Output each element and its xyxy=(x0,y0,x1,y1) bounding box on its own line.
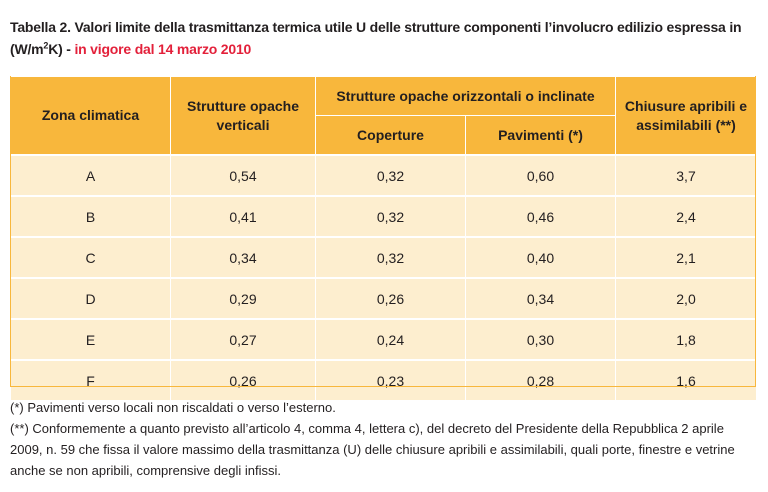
cell-pavimenti: 0,46 xyxy=(465,195,616,238)
cell-verticali: 0,54 xyxy=(170,154,316,197)
caption-validity-date: in vigore dal 14 marzo 2010 xyxy=(74,41,252,57)
cell-zona: F xyxy=(10,359,171,401)
table-row: A 0,54 0,32 0,60 3,7 xyxy=(10,154,757,197)
cell-coperture: 0,32 xyxy=(315,236,466,279)
cell-chiusure: 2,4 xyxy=(615,195,757,238)
cell-coperture: 0,24 xyxy=(315,318,466,361)
cell-coperture: 0,32 xyxy=(315,195,466,238)
header-strutture-orizzontali: Strutture opache orizzontali o inclinate xyxy=(315,76,616,116)
footnotes: (*) Pavimenti verso locali non riscaldat… xyxy=(10,397,756,481)
table-row: B 0,41 0,32 0,46 2,4 xyxy=(10,195,757,238)
cell-verticali: 0,27 xyxy=(170,318,316,361)
cell-zona: C xyxy=(10,236,171,279)
footnote-pavimenti: (*) Pavimenti verso locali non riscaldat… xyxy=(10,400,336,415)
caption-unit-superscript: 2 xyxy=(43,40,49,51)
cell-pavimenti: 0,30 xyxy=(465,318,616,361)
cell-chiusure: 3,7 xyxy=(615,154,757,197)
cell-verticali: 0,29 xyxy=(170,277,316,320)
cell-pavimenti: 0,40 xyxy=(465,236,616,279)
table-header: Zona climatica Strutture opache vertical… xyxy=(10,76,757,156)
table-row: F 0,26 0,23 0,28 1,6 xyxy=(10,359,757,401)
header-strutture-verticali: Strutture opache verticali xyxy=(170,76,316,156)
header-pavimenti: Pavimenti (*) xyxy=(465,115,616,156)
header-coperture: Coperture xyxy=(315,115,466,156)
cell-verticali: 0,34 xyxy=(170,236,316,279)
cell-verticali: 0,26 xyxy=(170,359,316,401)
cell-coperture: 0,32 xyxy=(315,154,466,197)
transmittance-table-container: Zona climatica Strutture opache vertical… xyxy=(10,76,757,401)
table-row: C 0,34 0,32 0,40 2,1 xyxy=(10,236,757,279)
cell-zona: B xyxy=(10,195,171,238)
cell-pavimenti: 0,34 xyxy=(465,277,616,320)
table-row: D 0,29 0,26 0,34 2,0 xyxy=(10,277,757,320)
header-zona-climatica: Zona climatica xyxy=(10,76,171,156)
caption-title: Tabella 2. Valori limite della trasmitta… xyxy=(10,19,742,57)
cell-pavimenti: 0,60 xyxy=(465,154,616,197)
cell-coperture: 0,26 xyxy=(315,277,466,320)
cell-chiusure: 1,6 xyxy=(615,359,757,401)
cell-chiusure: 1,8 xyxy=(615,318,757,361)
cell-zona: D xyxy=(10,277,171,320)
table-row: E 0,27 0,24 0,30 1,8 xyxy=(10,318,757,361)
cell-verticali: 0,41 xyxy=(170,195,316,238)
header-chiusure-apribili: Chiusure apribili e assimilabili (**) xyxy=(615,76,757,156)
caption-dash: - xyxy=(62,41,75,57)
cell-zona: A xyxy=(10,154,171,197)
cell-zona: E xyxy=(10,318,171,361)
table-caption: Tabella 2. Valori limite della trasmitta… xyxy=(10,16,755,60)
caption-unit-end: K) xyxy=(48,41,63,57)
transmittance-table: Zona climatica Strutture opache vertical… xyxy=(10,76,757,401)
cell-pavimenti: 0,28 xyxy=(465,359,616,401)
table-body: A 0,54 0,32 0,60 3,7 B 0,41 0,32 0,46 2,… xyxy=(10,154,757,401)
cell-coperture: 0,23 xyxy=(315,359,466,401)
cell-chiusure: 2,0 xyxy=(615,277,757,320)
cell-chiusure: 2,1 xyxy=(615,236,757,279)
footnote-chiusure: (**) Conformemente a quanto previsto all… xyxy=(10,421,735,478)
